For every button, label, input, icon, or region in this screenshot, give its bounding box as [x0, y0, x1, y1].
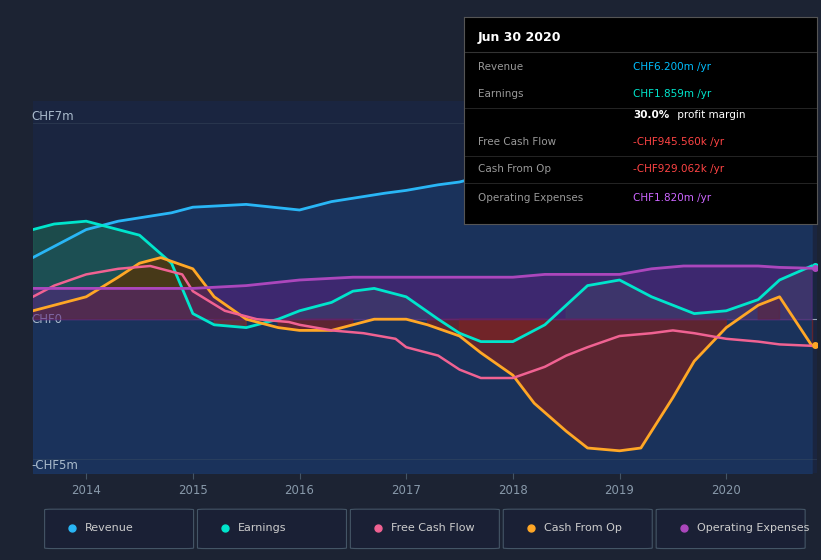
Text: Earnings: Earnings	[238, 523, 287, 533]
FancyBboxPatch shape	[198, 509, 346, 549]
FancyBboxPatch shape	[656, 509, 805, 549]
Text: Jun 30 2020: Jun 30 2020	[478, 31, 562, 44]
Text: CHF7m: CHF7m	[31, 110, 74, 123]
Text: Cash From Op: Cash From Op	[478, 164, 551, 174]
FancyBboxPatch shape	[44, 509, 194, 549]
Text: Operating Expenses: Operating Expenses	[697, 523, 810, 533]
Text: CHF0: CHF0	[31, 312, 62, 326]
FancyBboxPatch shape	[351, 509, 499, 549]
Text: CHF1.859m /yr: CHF1.859m /yr	[633, 90, 712, 99]
Text: Operating Expenses: Operating Expenses	[478, 193, 583, 203]
Text: profit margin: profit margin	[674, 110, 745, 120]
Text: Free Cash Flow: Free Cash Flow	[478, 137, 556, 147]
Text: Cash From Op: Cash From Op	[544, 523, 622, 533]
Text: Free Cash Flow: Free Cash Flow	[391, 523, 475, 533]
Text: 30.0%: 30.0%	[633, 110, 670, 120]
Text: -CHF5m: -CHF5m	[31, 459, 78, 472]
Text: Revenue: Revenue	[478, 62, 523, 72]
Text: Revenue: Revenue	[85, 523, 134, 533]
Text: CHF6.200m /yr: CHF6.200m /yr	[633, 62, 711, 72]
Text: Earnings: Earnings	[478, 90, 524, 99]
Text: -CHF945.560k /yr: -CHF945.560k /yr	[633, 137, 724, 147]
Text: CHF1.820m /yr: CHF1.820m /yr	[633, 193, 712, 203]
Text: -CHF929.062k /yr: -CHF929.062k /yr	[633, 164, 724, 174]
FancyBboxPatch shape	[503, 509, 652, 549]
